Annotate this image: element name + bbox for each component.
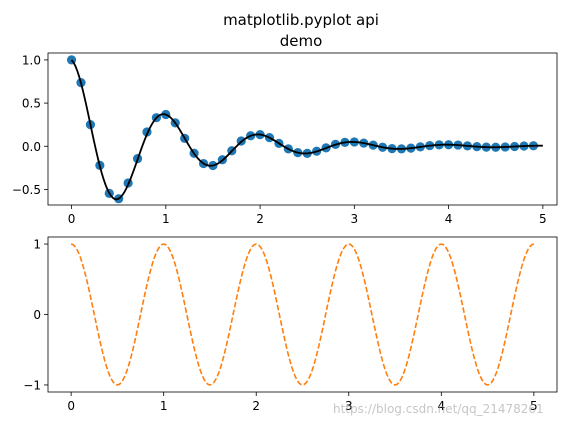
y-tick-label: 0.5 bbox=[22, 97, 41, 111]
chart-title-line-1: matplotlib.pyplot api bbox=[223, 11, 379, 29]
x-tick-label: 0 bbox=[67, 399, 75, 413]
y-tick-label: 0 bbox=[33, 308, 41, 322]
y-tick-label: 0.0 bbox=[22, 140, 41, 154]
watermark: https://blog.csdn.net/qq_21478261 bbox=[333, 402, 544, 416]
x-tick-label: 5 bbox=[539, 212, 547, 226]
x-tick-label: 2 bbox=[252, 399, 260, 413]
y-tick-label: 1 bbox=[33, 238, 41, 252]
axes-frame bbox=[47, 236, 558, 393]
damped-series-line bbox=[70, 59, 543, 201]
x-tick-label: 1 bbox=[160, 399, 168, 413]
top-axes: 0 1 2 3 4 5 1.0 0.5 0.0 −0.5 bbox=[12, 52, 558, 226]
cosine-series-line bbox=[70, 243, 535, 386]
plot-area bbox=[66, 55, 543, 204]
x-tick-label: 0 bbox=[68, 212, 76, 226]
bottom-axes: 0 1 2 3 4 5 1 0 −1 bbox=[23, 236, 558, 413]
x-tick-label: 5 bbox=[530, 399, 538, 413]
plot-area bbox=[70, 243, 535, 386]
y-tick-label: −1 bbox=[23, 378, 41, 392]
chart-title-line-2: demo bbox=[280, 32, 323, 50]
y-tick-label: 1.0 bbox=[22, 53, 41, 67]
y-tick-label: −0.5 bbox=[12, 183, 41, 197]
axes-frame bbox=[47, 52, 558, 206]
x-tick-label: 4 bbox=[445, 212, 453, 226]
x-tick-label: 2 bbox=[256, 212, 264, 226]
x-tick-label: 3 bbox=[351, 212, 359, 226]
x-tick-label: 1 bbox=[162, 212, 170, 226]
x-tick-label: 3 bbox=[345, 399, 353, 413]
x-tick-label: 4 bbox=[437, 399, 445, 413]
